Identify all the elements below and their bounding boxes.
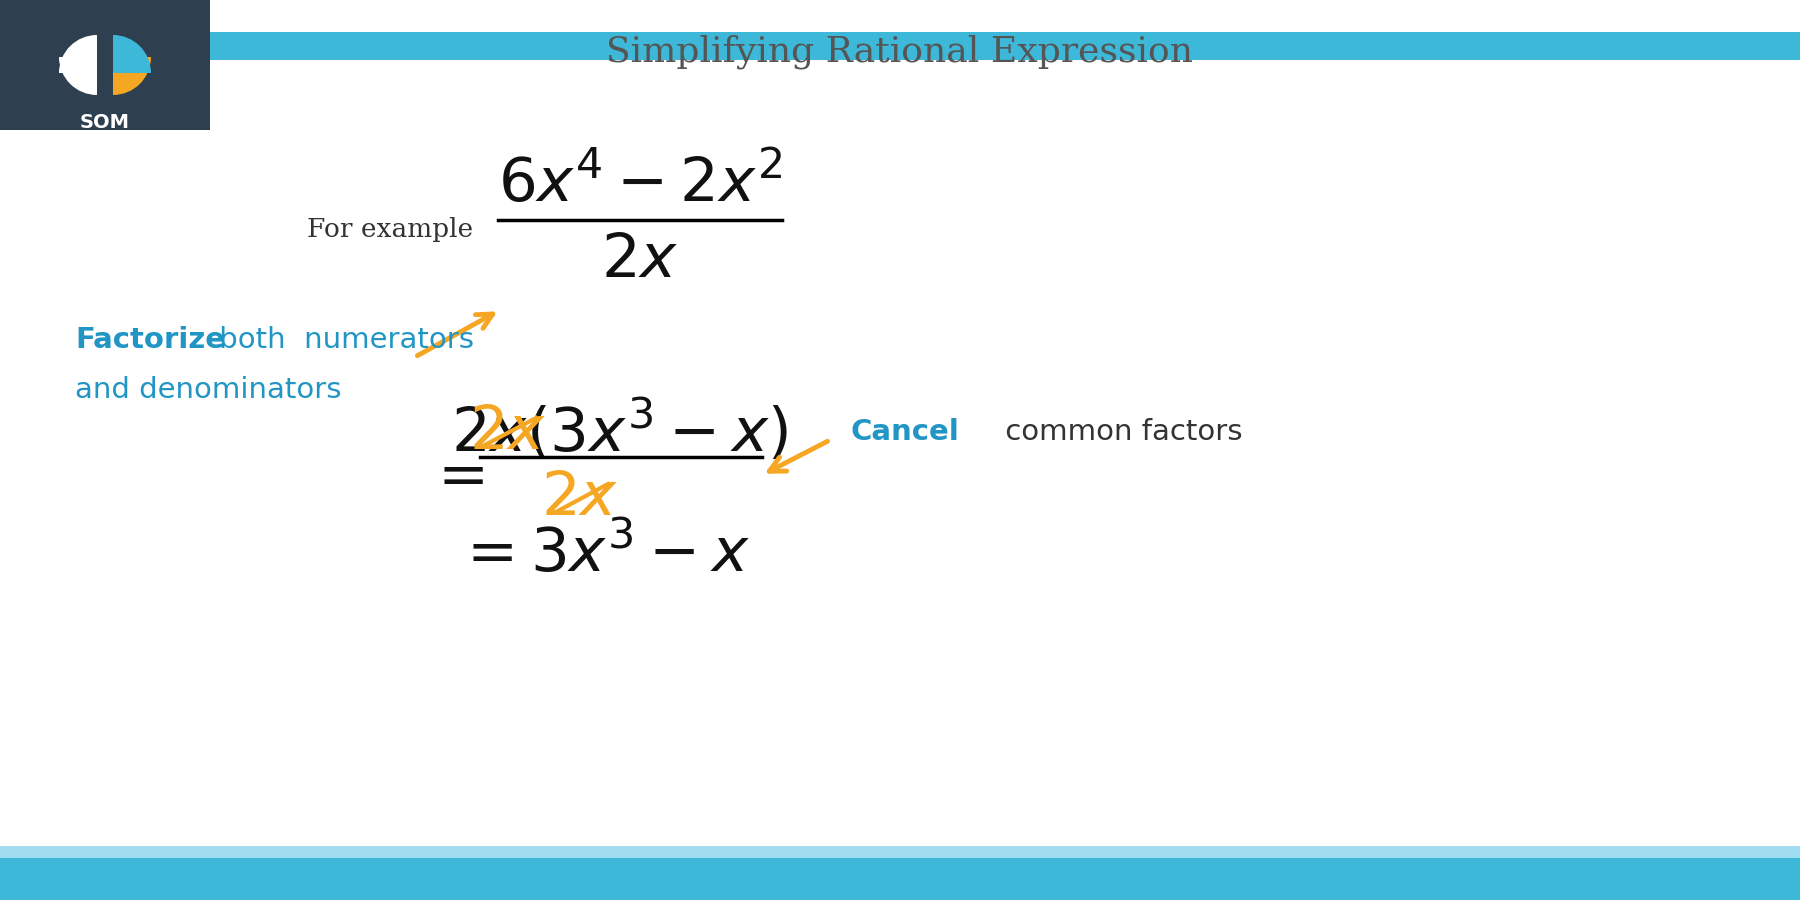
Wedge shape: [59, 57, 97, 95]
Text: $=$: $=$: [425, 445, 484, 505]
Wedge shape: [113, 57, 151, 95]
Text: Simplifying Rational Expression: Simplifying Rational Expression: [607, 35, 1193, 69]
Bar: [0, 858, 1800, 900]
Text: both  numerators: both numerators: [211, 326, 473, 354]
Wedge shape: [59, 35, 97, 73]
Text: and denominators: and denominators: [76, 376, 342, 404]
Bar: [0, 32, 1800, 60]
Text: Cancel: Cancel: [850, 418, 959, 446]
Text: $6x^4 - 2x^2$: $6x^4 - 2x^2$: [499, 155, 783, 215]
Bar: [0, 0, 211, 130]
Text: $2x$: $2x$: [601, 230, 679, 290]
Text: For example: For example: [308, 218, 473, 242]
Text: SOM: SOM: [79, 113, 130, 132]
Text: common factors: common factors: [995, 418, 1242, 446]
Text: $= 3x^3 - x$: $= 3x^3 - x$: [455, 525, 751, 585]
Text: $2x$: $2x$: [470, 402, 547, 462]
Text: Factorize: Factorize: [76, 326, 225, 354]
Wedge shape: [113, 35, 151, 73]
Text: $2x(3x^3 - x)$: $2x(3x^3 - x)$: [452, 399, 788, 465]
Bar: [0, 58, 211, 65]
Text: STORY OF MATHEMATICS: STORY OF MATHEMATICS: [61, 136, 148, 142]
Text: $2x$: $2x$: [542, 468, 619, 528]
Bar: [0, 846, 1800, 858]
